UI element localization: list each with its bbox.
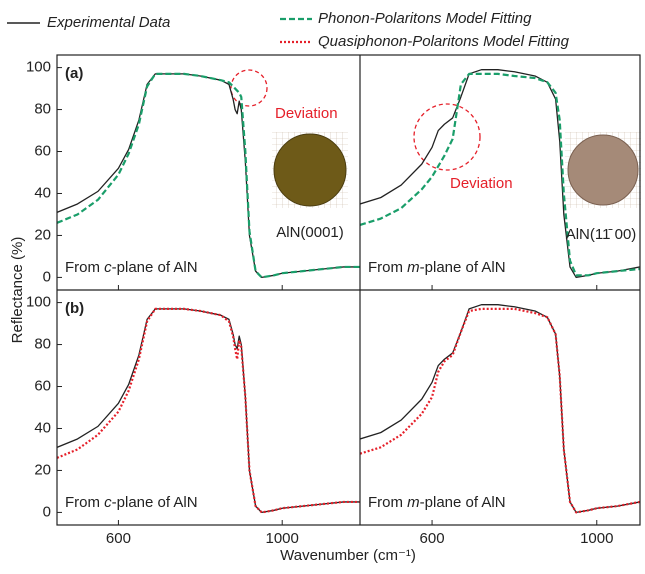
annotation: Deviation (450, 175, 513, 192)
series-line (360, 69, 640, 279)
y-tick-label: 0 (43, 268, 51, 285)
x-tick-label: 1000 (266, 530, 299, 547)
plane-label: From m-plane of AlN (368, 494, 506, 511)
x-axis-label: Wavenumber (cm⁻¹) (280, 547, 416, 564)
y-tick-label: 100 (26, 59, 51, 76)
y-tick-label: 100 (26, 294, 51, 311)
text: m (407, 494, 420, 511)
y-tick-label: 20 (34, 226, 51, 243)
wafer-photo (273, 133, 347, 207)
deviation-circle (230, 69, 268, 107)
series-line (360, 304, 640, 514)
y-tick-label: 60 (34, 377, 51, 394)
panel-label: (b) (65, 300, 84, 317)
legend-label: Phonon-Polaritons Model Fitting (318, 10, 532, 27)
deviation-circle (413, 103, 481, 171)
plots: 0 20 40 60 80 100 600 1000 0 20 40 60 80 100 600 1000 (26, 59, 640, 547)
plane-label: From m-plane of AlN (368, 259, 506, 276)
x-tick-label: 600 (420, 530, 445, 547)
legend-label: Quasiphonon-Polaritons Model Fitting (318, 33, 570, 50)
x-tick-label: 1000 (580, 530, 613, 547)
y-tick-label: 80 (34, 336, 51, 353)
text: m (407, 259, 420, 276)
text: -plane of AlN (112, 494, 198, 511)
series-line (57, 308, 360, 514)
series-line (57, 307, 360, 514)
text: -plane of AlN (420, 494, 506, 511)
text: c (104, 494, 112, 511)
text: -plane of AlN (112, 259, 198, 276)
text: From (368, 494, 407, 511)
y-tick-label: 60 (34, 142, 51, 159)
panel-label: (a) (65, 65, 83, 82)
legend: Experimental Data Phonon-Polaritons Mode… (7, 10, 570, 50)
y-axis-label: Reflectance (%) (9, 237, 26, 344)
annotation: Deviation (275, 105, 338, 122)
text: From (65, 494, 104, 511)
text: From (368, 259, 407, 276)
series-line (57, 72, 360, 279)
sample-label: AlN(0001) (276, 224, 344, 241)
legend-label: Experimental Data (47, 14, 170, 31)
x-tick-label: 600 (106, 530, 131, 547)
y-tick-label: 80 (34, 101, 51, 118)
y-tick-label: 40 (34, 419, 51, 436)
text: c (104, 259, 112, 276)
plane-label: From c-plane of AlN (65, 259, 198, 276)
series-line (360, 307, 640, 514)
plane-label: From c-plane of AlN (65, 494, 198, 511)
wafer-photo (567, 134, 639, 206)
text: -plane of AlN (420, 259, 506, 276)
y-tick-label: 40 (34, 184, 51, 201)
sample-label: AlN(11̄ 00) (566, 226, 637, 243)
text: From (65, 259, 104, 276)
y-tick-label: 0 (43, 503, 51, 520)
series-line (360, 72, 640, 277)
y-tick-label: 20 (34, 461, 51, 478)
